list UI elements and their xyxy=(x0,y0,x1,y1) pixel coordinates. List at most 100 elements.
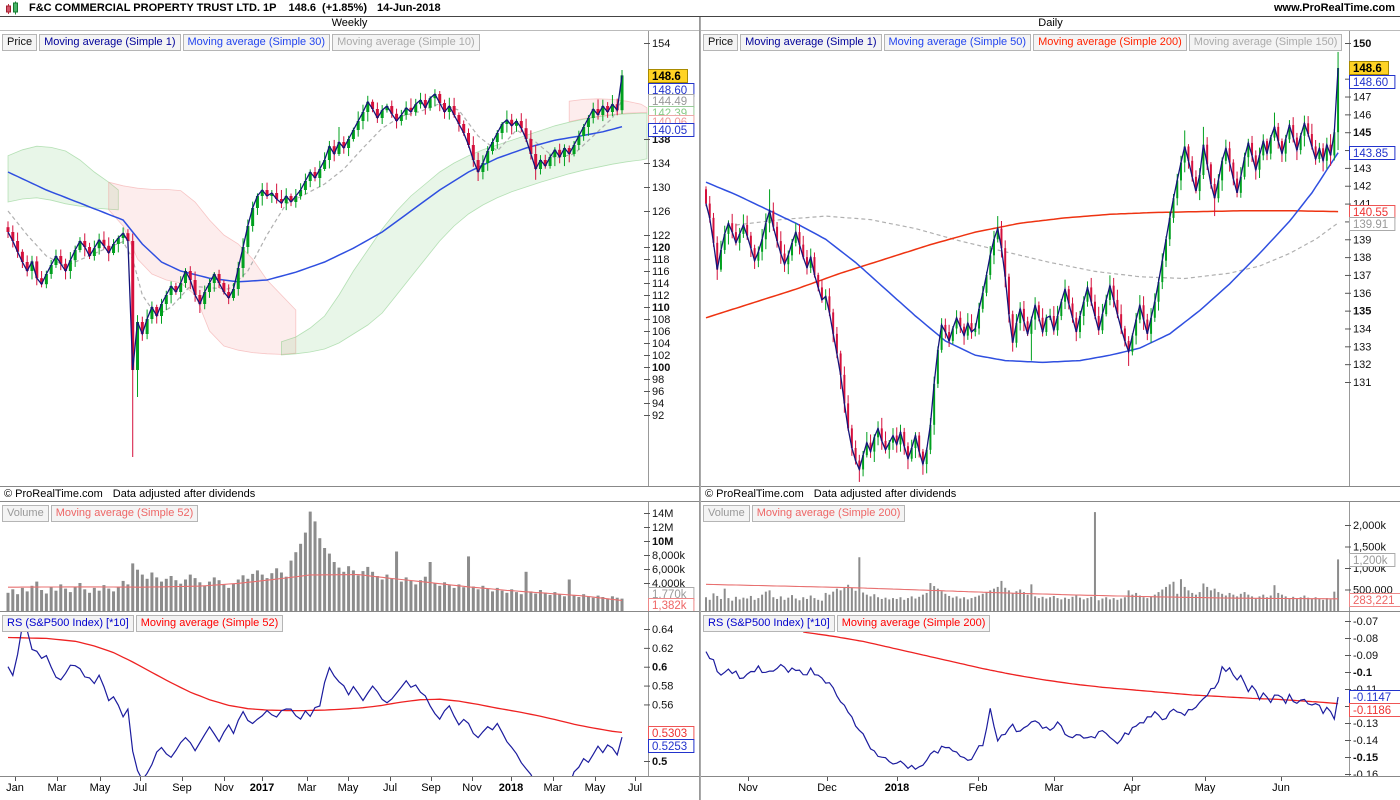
y-tick-label: 142 xyxy=(1353,181,1371,193)
y-tick-label: 6,000k xyxy=(652,564,686,576)
daily-panel: Daily 1501481471461451441431421411401391… xyxy=(700,17,1400,800)
daily-price-plot[interactable]: 1501481471461451441431421411401391381371… xyxy=(701,31,1400,486)
x-tick xyxy=(262,777,263,781)
legend-item[interactable]: Volume xyxy=(2,505,49,522)
legend-item[interactable]: Moving average (Simple 10) xyxy=(332,34,480,51)
x-tick-label: Nov xyxy=(214,782,234,794)
x-tick xyxy=(1281,777,1282,781)
x-tick-label: Dec xyxy=(817,782,837,794)
svg-text:283,221: 283,221 xyxy=(1353,595,1395,607)
x-tick-label: Mar xyxy=(1044,782,1064,794)
y-tick-label: 108 xyxy=(652,314,670,326)
rs-ma-line xyxy=(7,636,623,734)
x-tick-label: Sep xyxy=(172,782,192,794)
x-tick xyxy=(57,777,58,781)
axis-badge: 144.49 xyxy=(648,94,695,108)
ma-line-ma10 xyxy=(7,99,623,317)
x-tick-label: 2018 xyxy=(498,782,524,794)
y-tick-label: 138 xyxy=(1353,252,1371,264)
timeframe-title-daily: Daily xyxy=(701,17,1400,31)
weekly-price-legend: Price Moving average (Simple 1) Moving ave… xyxy=(2,32,647,51)
y-tick-label: 0.62 xyxy=(652,643,673,655)
y-tick-label: 1,500k xyxy=(1353,542,1387,554)
axis-badge: 140.05 xyxy=(648,123,695,137)
legend-item[interactable]: Moving average (Simple 52) xyxy=(50,505,199,522)
legend-item[interactable]: Moving average (Simple 30) xyxy=(182,34,331,51)
x-tick xyxy=(553,777,554,781)
y-tick-label: 8,000k xyxy=(652,550,686,562)
x-tick xyxy=(978,777,979,781)
weekly-volume-chart[interactable]: 14M 12M 10M 8,000k 6,000k 4,000k 1,770k 1,382k … xyxy=(0,502,699,612)
ichimoku-cloud xyxy=(7,145,119,211)
legend-item[interactable]: Moving average (Simple 1) xyxy=(740,34,882,51)
weekly-volume-legend: Volume Moving average (Simple 52) xyxy=(2,503,647,522)
y-tick-label: 116 xyxy=(652,266,670,278)
title-bar: F&C COMMERCIAL PROPERTY TRUST LTD. 1P 14… xyxy=(0,0,1400,17)
legend-item[interactable]: Moving average (Simple 50) xyxy=(883,34,1032,51)
x-tick-label: Jan xyxy=(6,782,24,794)
legend-item[interactable]: Moving average (Simple 200) xyxy=(836,615,991,632)
y-tick-label: 120 xyxy=(652,242,670,254)
axis-badge: 148.6 xyxy=(1349,61,1389,75)
y-tick-label: 133 xyxy=(1353,341,1371,353)
y-tick-label: -0.1 xyxy=(1353,667,1372,679)
x-tick xyxy=(897,777,898,781)
copyright-text: © ProRealTime.com xyxy=(705,488,804,500)
x-tick xyxy=(15,777,16,781)
y-tick-label: 10M xyxy=(652,536,673,548)
legend-item[interactable]: RS (S&P500 Index) [*10] xyxy=(703,615,835,632)
weekly-price-chart[interactable]: 154 138 134 130 126 122 120 118 116 114 112 110 108 1… xyxy=(0,31,699,487)
weekly-rs-chart[interactable]: 0.64 0.62 0.6 0.58 0.56 0.5 0.5303 0.5253 RS (S… xyxy=(0,612,699,777)
daily-volume-chart[interactable]: 2,000k 1,500k 1,000k 500,000 1,200k 283,221 V… xyxy=(701,502,1400,612)
legend-item[interactable]: Moving average (Simple 1) xyxy=(39,34,181,51)
y-tick-label: 0.58 xyxy=(652,681,673,693)
x-tick-label: Apr xyxy=(1123,782,1141,794)
svg-text:1,200k: 1,200k xyxy=(1353,555,1388,567)
y-tick-label: 122 xyxy=(652,230,670,242)
copyright-text: © ProRealTime.com xyxy=(4,488,103,500)
x-tick-label: Nov xyxy=(462,782,482,794)
axis-badge: 148.6 xyxy=(648,69,688,83)
x-tick xyxy=(748,777,749,781)
legend-item[interactable]: Moving average (Simple 200) xyxy=(751,505,906,522)
site-link[interactable]: www.ProRealTime.com xyxy=(1273,2,1395,14)
daily-rs-chart[interactable]: -0.07-0.08-0.09-0.1-0.11-0.12-0.13-0.14-… xyxy=(701,612,1400,777)
legend-item[interactable]: RS (S&P500 Index) [*10] xyxy=(2,615,134,632)
rs-line xyxy=(705,651,1339,770)
x-tick xyxy=(511,777,512,781)
volume-ma-line xyxy=(8,574,623,602)
x-tick-label: May xyxy=(584,782,606,794)
legend-item[interactable]: Moving average (Simple 150) xyxy=(1188,34,1343,51)
y-tick-label: 132 xyxy=(1353,359,1371,371)
y-tick-label: 0.6 xyxy=(652,662,667,674)
y-tick-label: 139 xyxy=(1353,234,1371,246)
y-tick-label: 137 xyxy=(1353,270,1371,282)
axis-badge: 1,382k xyxy=(648,598,695,611)
y-tick-label: 134 xyxy=(1353,323,1371,335)
x-tick xyxy=(1205,777,1206,781)
dividend-note: Data adjusted after dividends xyxy=(813,488,957,500)
x-tick-label: 2018 xyxy=(884,782,910,794)
legend-item[interactable]: Price xyxy=(703,34,739,51)
y-tick-label: 2,000k xyxy=(1353,520,1387,532)
svg-text:140.05: 140.05 xyxy=(652,125,687,137)
daily-rs-plot[interactable]: -0.07-0.08-0.09-0.1-0.11-0.12-0.13-0.14-… xyxy=(701,612,1400,776)
legend-item[interactable]: Price xyxy=(2,34,38,51)
axis-badge: -0.1186 xyxy=(1349,703,1400,717)
legend-item[interactable]: Moving average (Simple 52) xyxy=(135,615,284,632)
daily-price-chart[interactable]: 1501481471461451441431421411401391381371… xyxy=(701,31,1400,487)
y-tick-label: 0.56 xyxy=(652,699,673,711)
x-tick-label: Sep xyxy=(421,782,441,794)
quote-date: 14-Jun-2018 xyxy=(377,2,441,14)
rs-line xyxy=(7,624,623,776)
legend-item[interactable]: Volume xyxy=(703,505,750,522)
legend-item[interactable]: Moving average (Simple 200) xyxy=(1033,34,1187,51)
candlesticks xyxy=(6,70,624,457)
weekly-price-plot[interactable]: 1541381341301261221201181161141121101081… xyxy=(0,31,699,486)
y-tick-label: 102 xyxy=(652,350,670,362)
x-tick xyxy=(390,777,391,781)
axis-badge: -0.1147 xyxy=(1349,690,1400,704)
